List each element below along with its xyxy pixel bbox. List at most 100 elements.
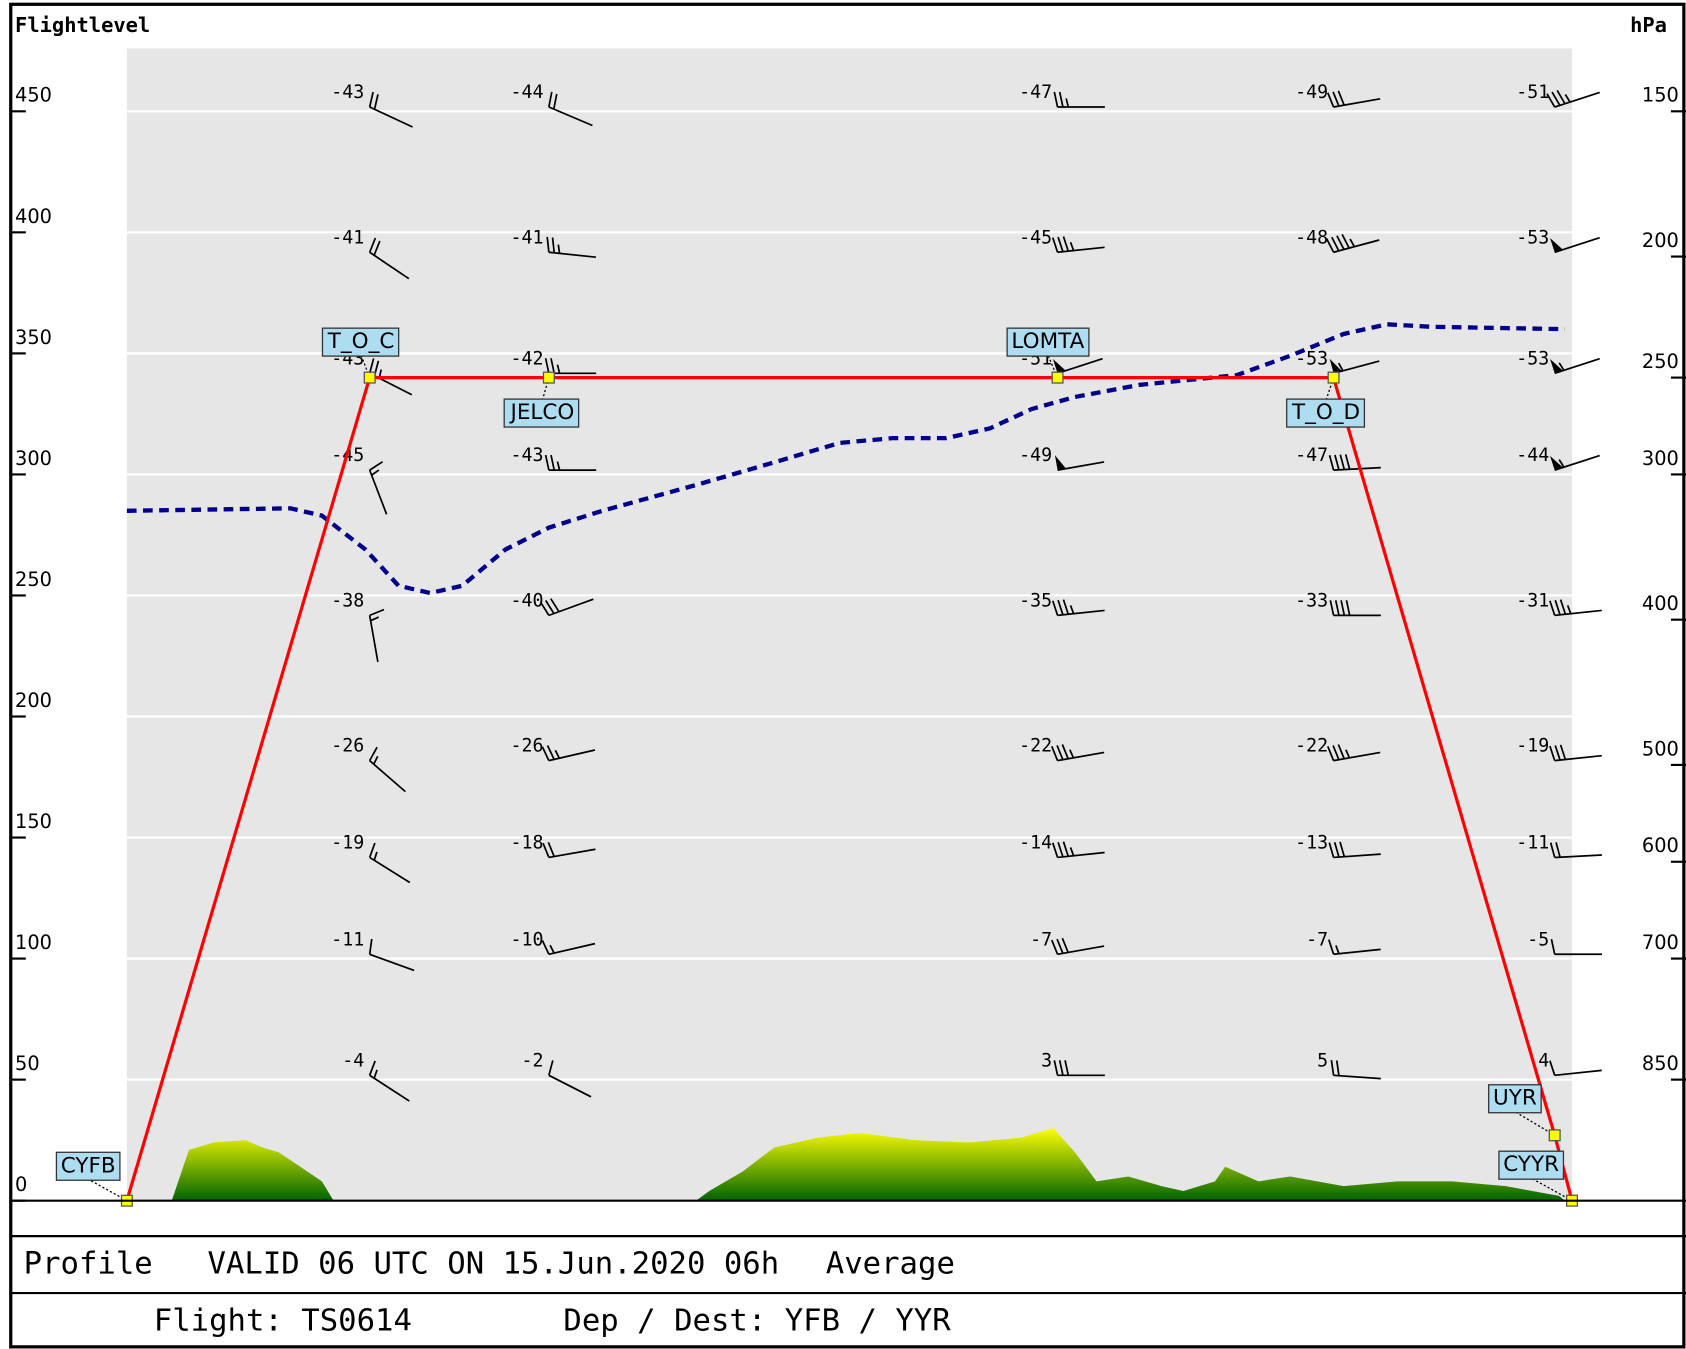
y2-tick-label: 600 <box>1642 834 1679 857</box>
barb-shaft <box>1333 360 1380 375</box>
barb-feather <box>373 94 379 110</box>
y-tick-label: 300 <box>15 447 52 470</box>
wind-barb <box>1329 358 1380 375</box>
barb-feather <box>1051 237 1059 253</box>
temperature-label: -11 <box>331 929 364 950</box>
barb-half-feather <box>1558 362 1565 371</box>
barb-feather <box>1326 746 1335 761</box>
waypoint-marker <box>1327 371 1340 384</box>
terrain-area <box>126 1128 1565 1201</box>
wind-barb <box>368 461 388 515</box>
barb-shaft <box>548 1074 592 1098</box>
wind-barb <box>368 746 406 793</box>
barb-feather <box>1335 1060 1340 1076</box>
barb-shaft <box>1333 466 1381 471</box>
barb-feather <box>1332 745 1340 761</box>
temperature-label: -7 <box>1306 929 1328 950</box>
barb-feather <box>550 358 556 374</box>
wind-barb <box>542 841 596 859</box>
barb-feather <box>1551 91 1561 106</box>
barb-feather <box>368 842 376 858</box>
waypoint-label-box <box>1498 1150 1565 1180</box>
barb-half-feather <box>1335 945 1340 955</box>
barb-feather <box>1329 600 1335 616</box>
barb-pennant <box>1052 358 1066 374</box>
barb-shaft <box>1057 246 1105 254</box>
barb-feather <box>1549 842 1556 858</box>
wind-barb <box>1325 233 1380 254</box>
temperature-label: -26 <box>510 736 543 757</box>
barb-feather <box>551 237 556 253</box>
barb-feather <box>548 1060 554 1076</box>
barb-half-feather <box>373 1069 378 1079</box>
temperature-label: -33 <box>1295 590 1328 611</box>
barb-feather <box>1053 1060 1059 1076</box>
wind-barb <box>1550 236 1600 254</box>
temperature-label: -19 <box>1516 736 1549 757</box>
barb-feather <box>1559 744 1567 760</box>
temperature-label: -41 <box>331 227 364 248</box>
barb-half-feather <box>1566 605 1572 614</box>
barb-feather <box>544 358 550 374</box>
barb-half-feather <box>1337 362 1344 372</box>
barb-half-feather <box>556 461 561 471</box>
barb-half-feather <box>372 755 379 765</box>
waypoint-label-box <box>503 398 580 428</box>
barb-feather <box>1057 236 1064 252</box>
barb-feather <box>1062 841 1070 857</box>
barb-feather <box>368 237 377 253</box>
barb-shaft <box>1057 357 1103 375</box>
temperature-label: -49 <box>1019 445 1052 466</box>
y2-tick-label: 850 <box>1642 1052 1679 1075</box>
wind-barb <box>544 358 597 375</box>
barb-feather <box>1339 841 1346 857</box>
barb-feather <box>550 598 560 613</box>
barb-feather <box>1051 600 1059 616</box>
barb-shaft <box>369 856 411 884</box>
wind-barb <box>1330 1059 1381 1080</box>
barb-shaft <box>369 251 410 280</box>
barb-pennant <box>1329 358 1342 374</box>
barb-feather <box>546 745 555 760</box>
barb-half-feather <box>1065 98 1070 108</box>
barb-shaft <box>369 953 415 972</box>
temperature-label: -45 <box>1019 227 1052 248</box>
barb-half-feather <box>1345 749 1351 759</box>
waypoint-label-box <box>1488 1084 1542 1114</box>
waypoint-label: T_O_C <box>327 329 395 354</box>
barb-half-feather <box>549 944 555 954</box>
barb-feather <box>1058 1060 1064 1076</box>
temperature-label: -19 <box>331 832 364 853</box>
temperature-label: -47 <box>1295 445 1328 466</box>
wind-barb <box>368 608 385 663</box>
waypoint-label-box <box>321 327 400 357</box>
barb-shaft <box>1057 609 1105 617</box>
barb-feather <box>544 454 550 471</box>
waypoint-label: T_O_D <box>1291 400 1360 425</box>
barb-shaft <box>1333 1074 1381 1080</box>
barb-pennant <box>1054 455 1067 471</box>
barb-feather <box>1333 842 1340 858</box>
wind-barb <box>1549 1060 1602 1077</box>
wind-barb <box>541 745 596 762</box>
temperature-label: -4 <box>342 1050 364 1071</box>
barb-feather <box>1549 1060 1556 1076</box>
wind-barb <box>1546 89 1600 108</box>
barb-shaft <box>1057 851 1105 859</box>
waypoint-label: JELCO <box>508 400 574 425</box>
barb-feather <box>1345 600 1351 616</box>
barb-feather <box>1344 454 1351 470</box>
barb-shaft <box>368 615 379 663</box>
temperature-label: -13 <box>1295 832 1328 853</box>
barb-half-feather <box>1069 749 1075 759</box>
y2-tick-label: 300 <box>1642 447 1679 470</box>
wind-barb <box>546 236 597 259</box>
y2-tick-label: 700 <box>1642 931 1679 954</box>
waypoint-label: UYR <box>1493 1086 1537 1111</box>
barb-feather <box>1062 599 1070 615</box>
barb-feather <box>369 608 385 617</box>
temperature-label: -22 <box>1295 736 1328 757</box>
barb-feather <box>1554 599 1561 616</box>
barb-shaft <box>548 598 594 617</box>
barb-shaft <box>1333 239 1380 254</box>
